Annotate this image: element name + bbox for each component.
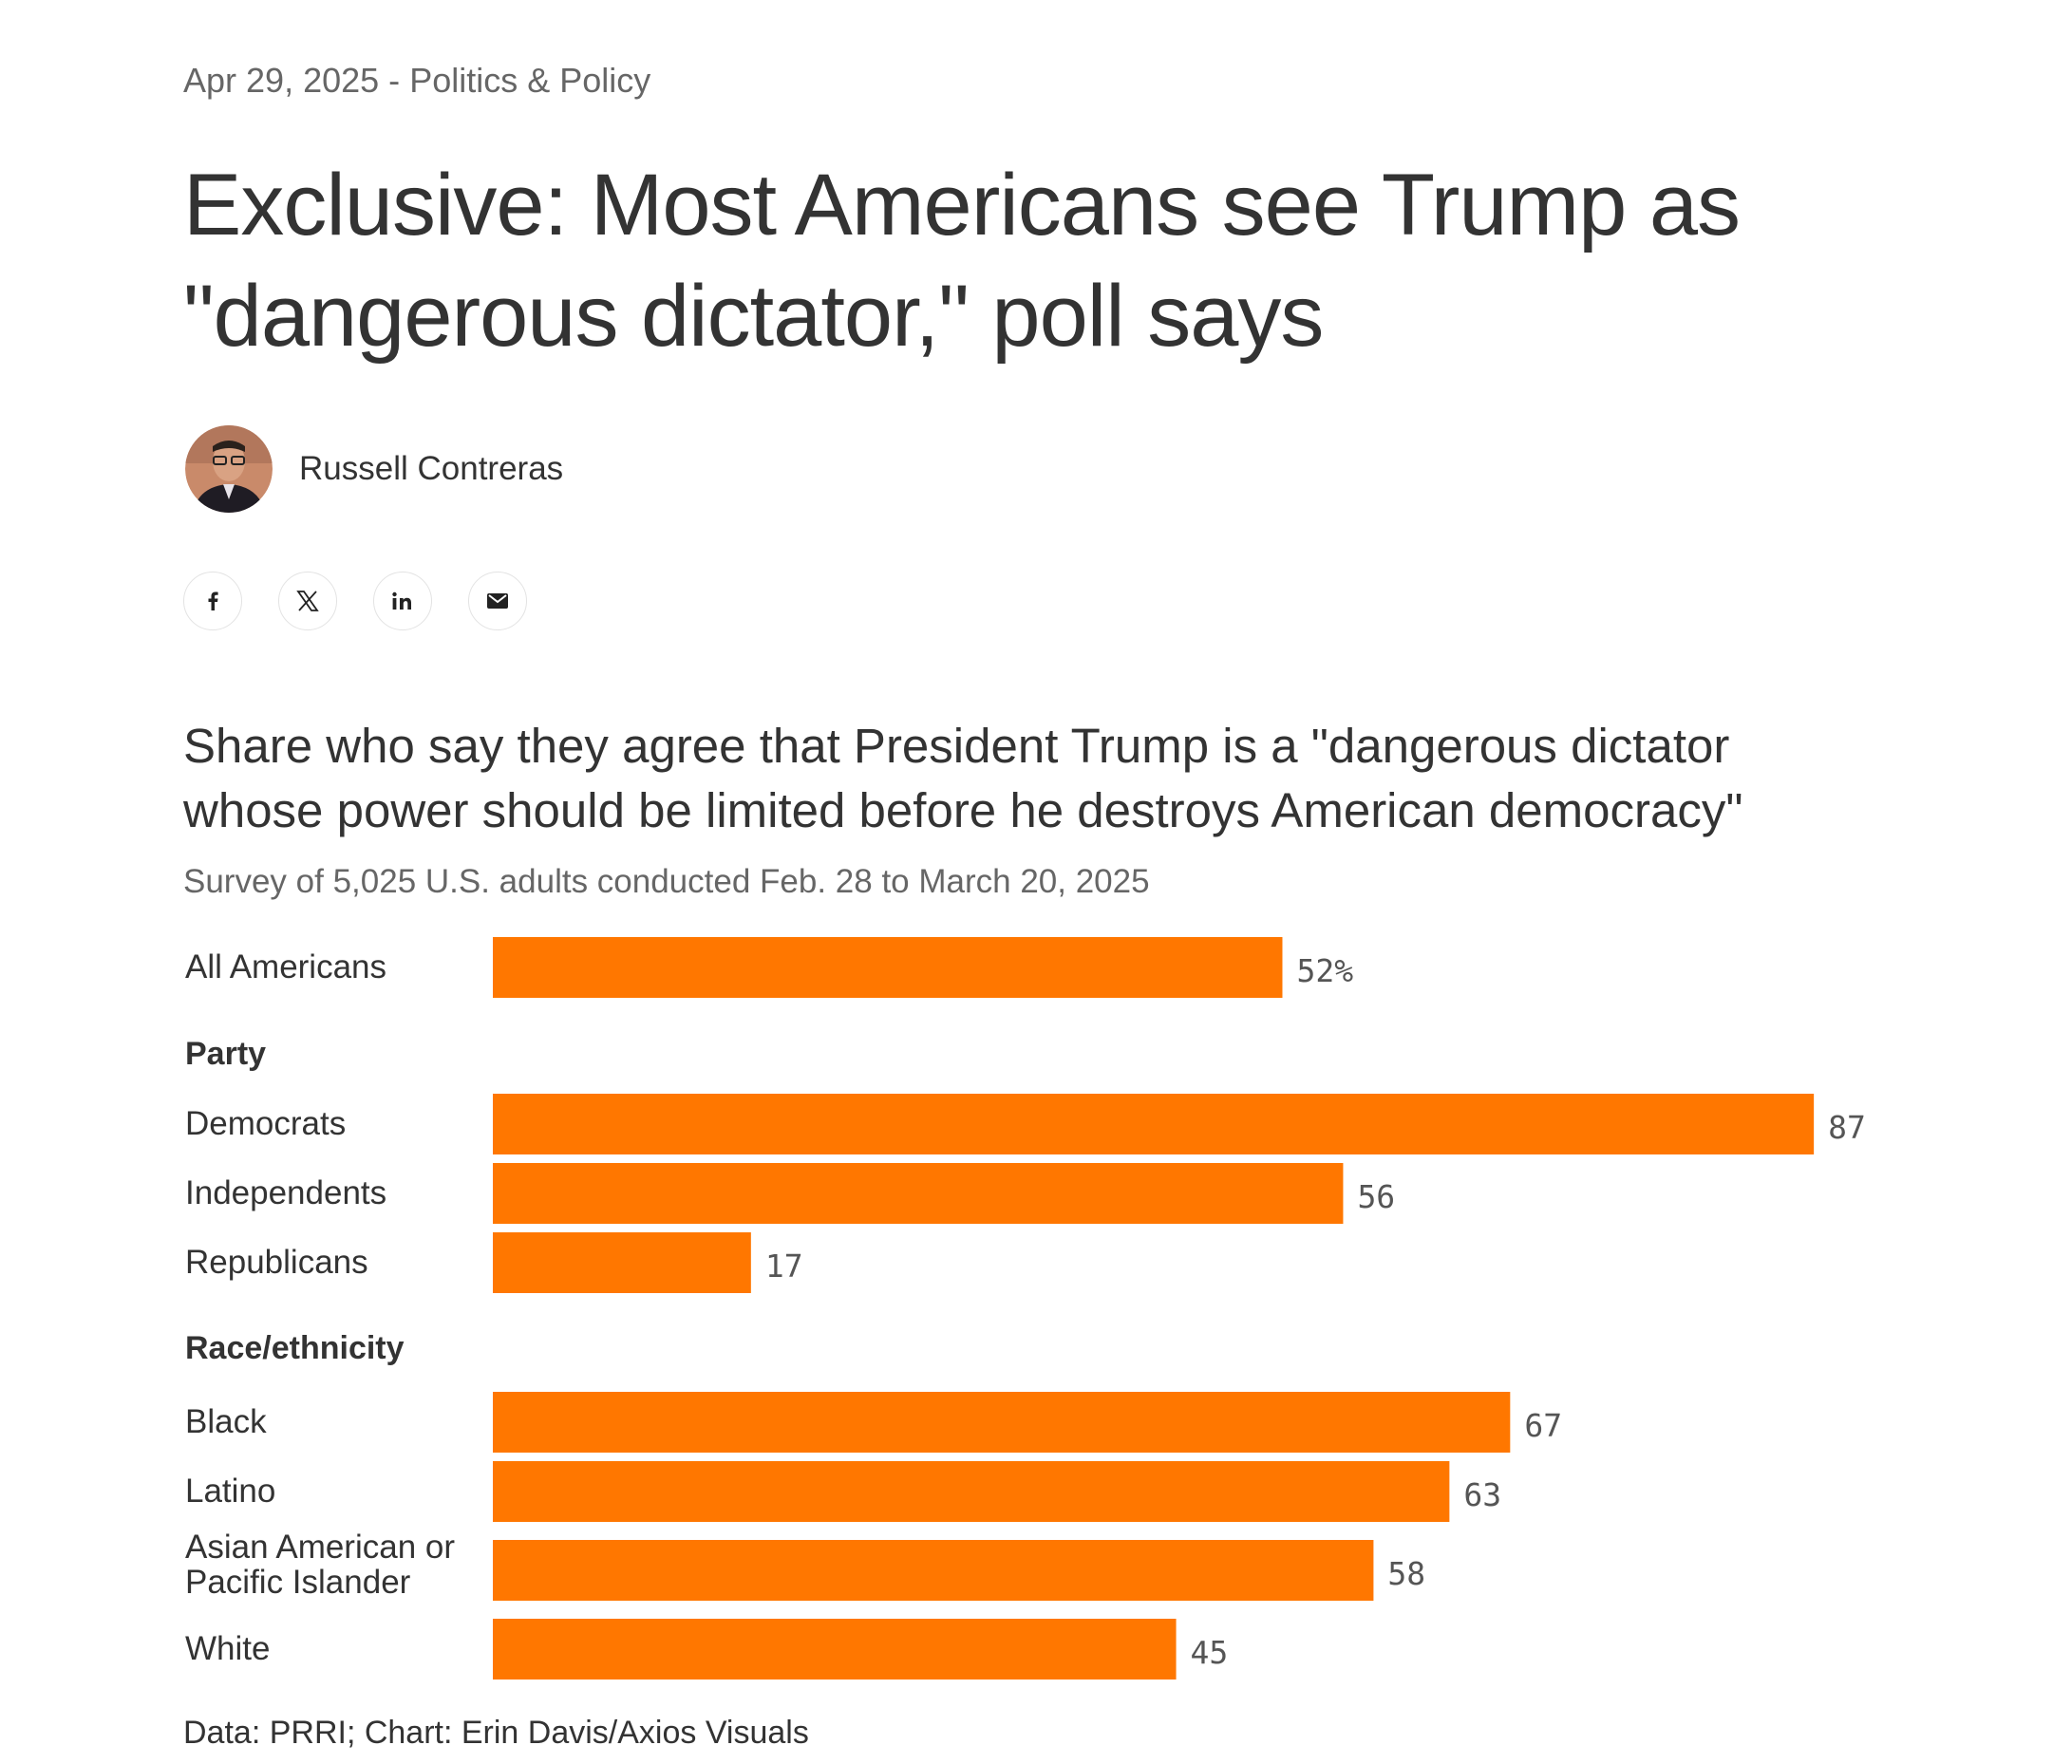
chart-source: Data: PRRI; Chart: Erin Davis/Axios Visu… xyxy=(183,1715,809,1751)
article-meta: Apr 29, 2025 - Politics & Policy xyxy=(183,61,650,101)
facebook-icon xyxy=(208,591,218,610)
value-label: 45 xyxy=(1191,1634,1229,1671)
value-label: 67 xyxy=(1524,1407,1562,1444)
bar xyxy=(493,1232,751,1293)
chart-subtitle: Survey of 5,025 U.S. adults conducted Fe… xyxy=(183,863,1150,900)
bar xyxy=(493,1619,1177,1680)
x-icon xyxy=(296,591,319,611)
bar xyxy=(493,1392,1511,1453)
bar xyxy=(493,1461,1450,1522)
group-label: Party xyxy=(185,1036,266,1072)
article-headline: Exclusive: Most Americans see Trump as "… xyxy=(183,157,1741,365)
bar xyxy=(493,1094,1815,1154)
group-label: Race/ethnicity xyxy=(185,1330,405,1366)
row-label: Democrats xyxy=(185,1105,346,1142)
linkedin-icon xyxy=(392,591,411,610)
share-facebook-button[interactable] xyxy=(183,572,242,630)
bar xyxy=(493,937,1283,998)
row-label: Black xyxy=(185,1403,267,1440)
share-email-button[interactable] xyxy=(468,572,527,630)
value-label: 58 xyxy=(1387,1555,1425,1592)
meta-separator: - xyxy=(388,61,401,100)
bar-chart: All Americans 52% Party Democrats 87 Independ… xyxy=(185,937,1866,1680)
value-label: 63 xyxy=(1463,1476,1501,1513)
row-label: Asian American or Pacific Islander xyxy=(185,1529,455,1601)
share-bar xyxy=(183,572,563,630)
chart-title: Share who say they agree that President … xyxy=(183,719,1743,837)
share-x-button[interactable] xyxy=(278,572,337,630)
byline: Russell Contreras xyxy=(185,425,563,513)
row-label: White xyxy=(185,1630,270,1667)
value-label: 87 xyxy=(1828,1109,1866,1146)
value-label: 17 xyxy=(765,1248,803,1285)
row-label: Republicans xyxy=(185,1244,368,1281)
bar xyxy=(493,1163,1344,1224)
article-date: Apr 29, 2025 xyxy=(183,61,380,100)
row-label: Independents xyxy=(185,1174,386,1211)
row-label: All Americans xyxy=(185,948,386,985)
article-section-link[interactable]: Politics & Policy xyxy=(409,61,651,100)
value-label: 52% xyxy=(1296,952,1353,989)
value-label: 56 xyxy=(1357,1178,1395,1215)
share-linkedin-button[interactable] xyxy=(373,572,432,630)
row-label: Latino xyxy=(185,1473,275,1510)
email-icon xyxy=(487,593,508,609)
author-name[interactable]: Russell Contreras xyxy=(299,450,564,487)
bar xyxy=(493,1540,1374,1601)
